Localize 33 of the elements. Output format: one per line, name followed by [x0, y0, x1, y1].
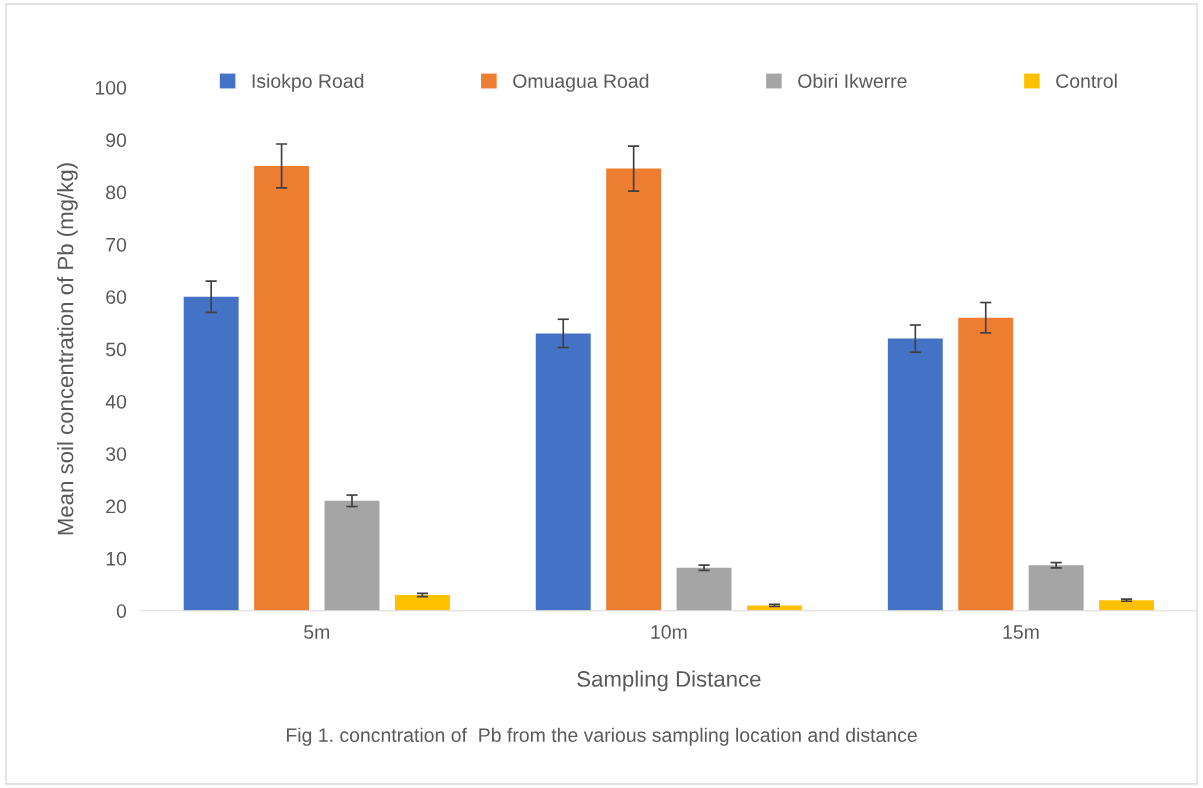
- legend-label: Isiokpo Road: [252, 73, 364, 92]
- x-axis-title: Sampling Distance: [577, 670, 761, 692]
- bar: [887, 338, 943, 611]
- y-tick-label: 90: [106, 133, 127, 148]
- bar: [958, 317, 1014, 611]
- bar: [394, 595, 450, 611]
- x-tick-label: 10m: [651, 625, 687, 639]
- legend-label: Control: [1056, 73, 1117, 88]
- x-tick-label: 15m: [1003, 625, 1039, 639]
- y-axis-title: Mean soil concentration of Pb (mg/kg): [57, 163, 78, 535]
- y-tick-label: 80: [106, 185, 127, 200]
- y-tick-label: 40: [105, 394, 127, 409]
- caption: Fig 1. concntration of Pb from the various sampling location and distance: [286, 727, 917, 746]
- y-tick-label: 60: [106, 290, 127, 304]
- bar: [254, 165, 310, 611]
- y-tick-label: 0: [116, 604, 127, 618]
- bar: [1028, 565, 1084, 611]
- y-tick-label: 70: [106, 237, 127, 252]
- y-tick-label: 30: [105, 447, 127, 461]
- bar: [324, 500, 380, 611]
- legend-label: Omuagua Road: [513, 73, 649, 92]
- bar: [535, 333, 591, 611]
- y-tick-label: 100: [95, 80, 127, 95]
- legend-label: Obiri Ikwerre: [798, 73, 907, 88]
- bar: [676, 567, 732, 611]
- y-tick-label: 10: [106, 551, 127, 566]
- y-tick-label: 20: [106, 499, 127, 514]
- bar: [606, 168, 662, 611]
- x-tick-label: 5m: [304, 625, 330, 639]
- y-tick-label: 50: [106, 342, 127, 357]
- bar: [183, 296, 239, 611]
- bar: [747, 605, 802, 611]
- bar: [1099, 600, 1155, 611]
